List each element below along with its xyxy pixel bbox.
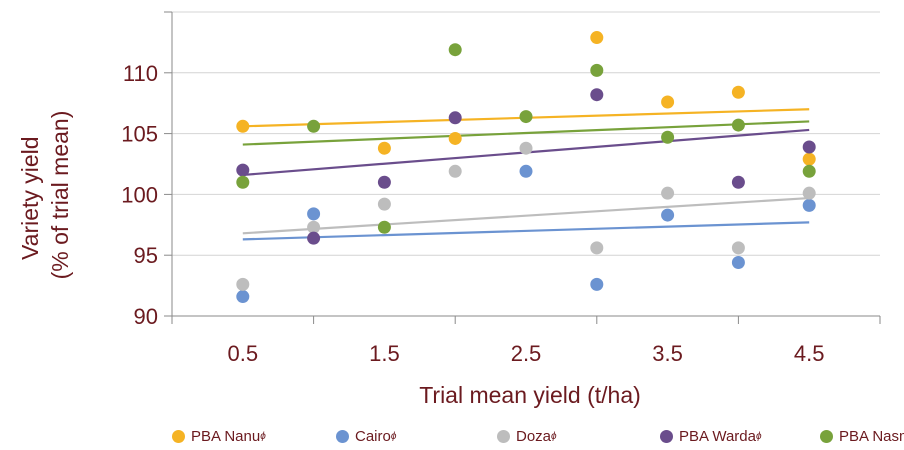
legend-label: Doza (516, 428, 552, 445)
legend-item: PBA Nasmaϕ (820, 428, 904, 445)
x-tick-label: 4.5 (794, 341, 825, 366)
legend-label: PBA Nanu (191, 428, 261, 445)
legend-marker (336, 430, 349, 443)
y-tick-label: 110 (123, 61, 158, 86)
legend-marker (820, 430, 833, 443)
legend-marker (172, 430, 185, 443)
tick-labels: 0.5 1.5 2.5 3.5 4.5 90 95 100 105 110 (121, 61, 824, 366)
data-point (448, 111, 462, 125)
data-point (802, 152, 816, 166)
data-point (519, 164, 533, 178)
y-tick-label: 90 (134, 304, 158, 329)
x-axis-title: Trial mean yield (t/ha) (419, 382, 641, 408)
data-point (236, 119, 250, 133)
data-point (731, 241, 745, 255)
data-point (590, 88, 604, 102)
trendlines (242, 108, 810, 241)
data-point (590, 277, 604, 291)
legend-item: Doza ϕ (497, 428, 557, 445)
legend-label-mark: ϕ (755, 431, 762, 442)
data-point (590, 63, 604, 77)
data-point (236, 175, 250, 189)
legend-label-mark: ϕ (260, 431, 266, 442)
data-point (448, 43, 462, 57)
x-tick-label: 3.5 (652, 341, 683, 366)
y-tick-label: 95 (134, 243, 158, 268)
data-point (236, 277, 250, 291)
y-tick-label: 105 (121, 122, 158, 147)
axes (164, 11, 881, 324)
legend-item: PBA Warda ϕ (660, 428, 762, 445)
data-point (731, 118, 745, 132)
data-point (731, 85, 745, 99)
data-point (661, 186, 675, 200)
legend-label: Cairo (355, 428, 391, 445)
gridlines (172, 11, 880, 317)
trendline (242, 120, 810, 146)
trendline (242, 196, 810, 235)
data-point (307, 119, 321, 133)
data-point (519, 141, 533, 155)
legend-marker (660, 430, 673, 443)
data-point (448, 131, 462, 145)
scatter-chart: 0.5 1.5 2.5 3.5 4.5 90 95 100 105 110 Trial mean … (17, 11, 881, 408)
legend-item: PBA Nanu ϕ (172, 428, 266, 445)
x-tick-label: 2.5 (511, 341, 542, 366)
data-points (236, 31, 816, 304)
legend-label-mark: ϕ (390, 431, 397, 442)
legend-label: PBA Warda (679, 428, 756, 445)
legend-label: PBA Nasma (839, 428, 904, 445)
data-point (519, 110, 533, 124)
y-tick-label: 100 (121, 182, 158, 207)
data-point (307, 207, 321, 221)
data-point (236, 290, 250, 304)
data-point (448, 164, 462, 178)
legend-label-mark: ϕ (551, 431, 557, 442)
data-point (377, 197, 391, 211)
data-point (590, 31, 604, 45)
data-point (236, 163, 250, 177)
data-point (590, 241, 604, 255)
x-tick-label: 0.5 (228, 341, 259, 366)
data-point (377, 141, 391, 155)
data-point (802, 164, 816, 178)
data-point (802, 186, 816, 200)
data-point (731, 175, 745, 189)
data-point (307, 220, 321, 234)
data-point (661, 95, 675, 109)
data-point (802, 198, 816, 212)
legend-marker (497, 430, 510, 443)
y-axis-title-line-1: Variety yield (17, 136, 43, 260)
x-tick-label: 1.5 (369, 341, 400, 366)
data-point (377, 175, 391, 189)
y-axis-title: Variety yield (% of trial mean) (17, 111, 73, 280)
trendline (242, 221, 810, 241)
data-point (661, 208, 675, 222)
data-point (731, 255, 745, 269)
legend-item: Cairo ϕ (336, 428, 396, 445)
y-axis-title-line-2: (% of trial mean) (47, 111, 73, 280)
data-point (377, 220, 391, 234)
data-point (802, 140, 816, 154)
data-point (307, 231, 321, 245)
data-point (661, 130, 675, 144)
